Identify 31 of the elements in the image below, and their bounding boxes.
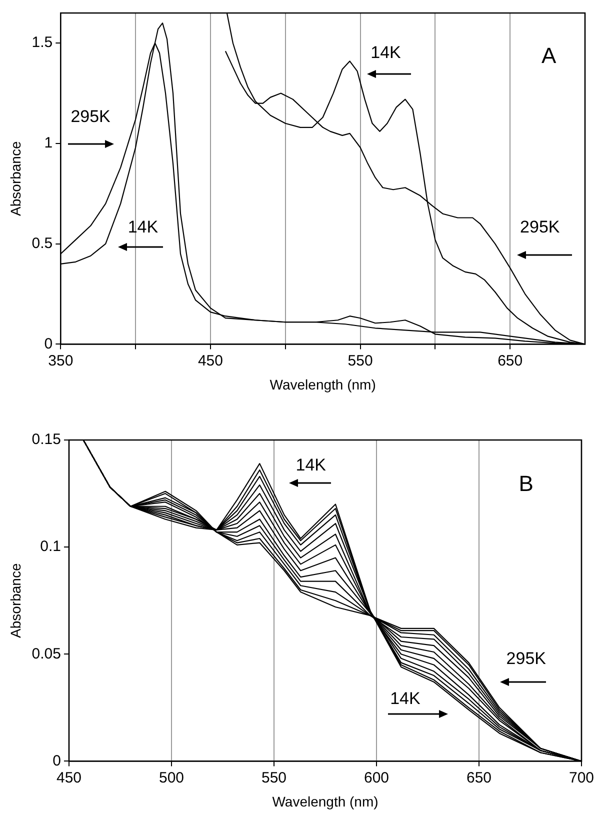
y-tick-label: 0 (52, 752, 61, 770)
x-tick-label: 550 (348, 352, 373, 370)
x-axis-title: Wavelength (nm) (270, 376, 376, 392)
annotation: 14K (390, 688, 421, 708)
x-tick-label: 450 (56, 769, 82, 786)
y-axis-title: Absorbance (7, 141, 24, 216)
x-axis-title: Wavelength (nm) (272, 793, 378, 810)
x-tick-label: 450 (198, 352, 223, 370)
x-tick-label: 600 (364, 769, 390, 786)
y-tick-label: 0.05 (32, 645, 61, 662)
x-tick-label: 700 (568, 769, 594, 786)
annotation: 14K (370, 42, 402, 62)
annotation: 295K (506, 649, 547, 668)
annotation: 14K (128, 217, 159, 236)
y-tick-label: 0.1 (40, 538, 61, 556)
y-tick-label: 1 (44, 134, 53, 152)
annotation: B (518, 471, 534, 496)
y-tick-label: 0 (44, 335, 53, 352)
x-tick-label: 650 (466, 769, 492, 786)
y-tick-label: 0.5 (32, 234, 53, 252)
y-tick-label: 0.15 (32, 431, 61, 448)
x-tick-label: 650 (498, 352, 523, 370)
x-tick-label: 350 (48, 352, 74, 370)
annotation: 295K (70, 107, 112, 126)
y-tick-label: 1.5 (32, 34, 53, 52)
y-axis-title: Absorbance (7, 563, 24, 638)
annotation: A (541, 43, 556, 68)
annotation: 295K (520, 217, 560, 236)
x-tick-label: 550 (261, 769, 287, 786)
annotation: 14K (296, 455, 327, 474)
x-tick-label: 500 (158, 769, 184, 786)
